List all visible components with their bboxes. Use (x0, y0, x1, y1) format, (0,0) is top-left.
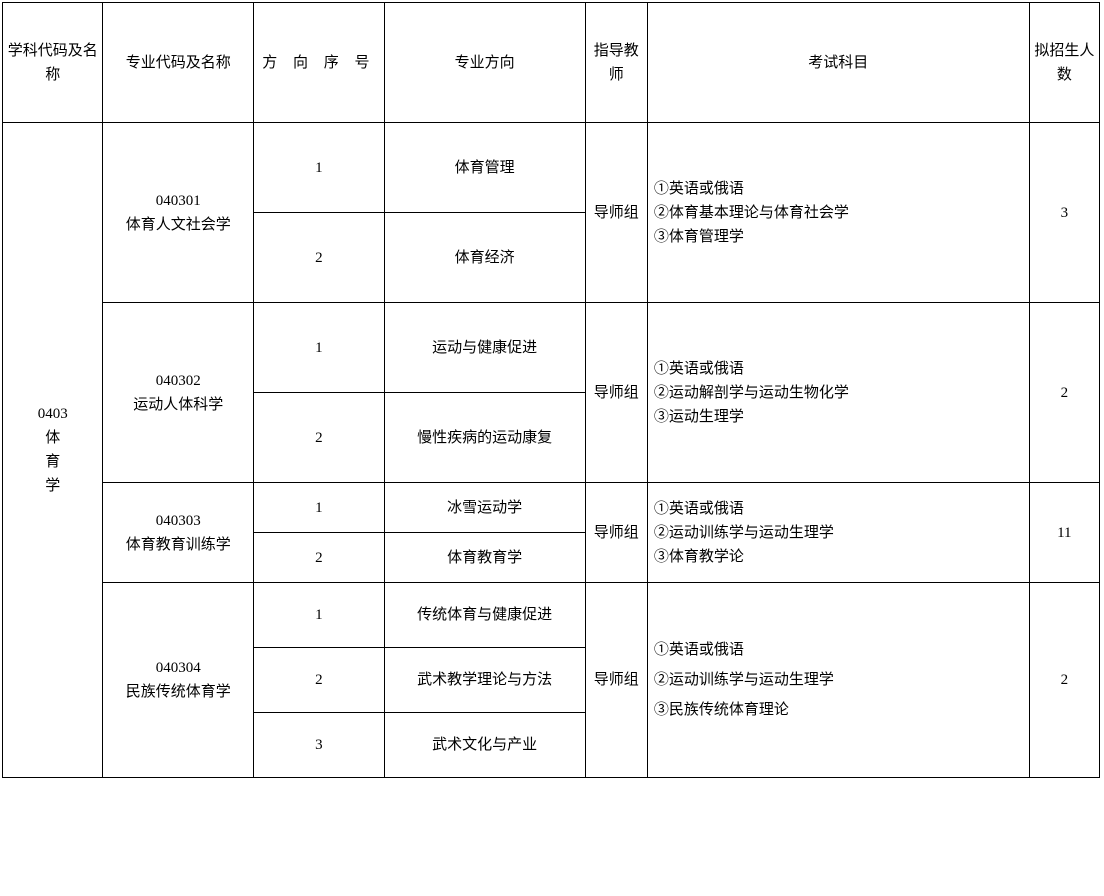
direction-cell: 体育经济 (384, 213, 585, 303)
header-seq: 方 向 序 号 (254, 3, 385, 123)
exam-line: ②体育基本理论与体育社会学 (654, 205, 849, 221)
teacher-cell: 导师组 (585, 303, 647, 483)
subject-name-1: 体 (45, 430, 60, 446)
quota-cell-1: 3 (1029, 123, 1099, 303)
direction-cell: 慢性疾病的运动康复 (384, 393, 585, 483)
quota-cell-2: 2 (1029, 303, 1099, 483)
exam-cell-1: ①英语或俄语 ②体育基本理论与体育社会学 ③体育管理学 (647, 123, 1029, 303)
header-teacher: 指导教师 (585, 3, 647, 123)
seq-cell: 2 (254, 648, 385, 713)
exam-line: ①英语或俄语 (654, 501, 744, 517)
exam-line: ②运动训练学与运动生理学 (654, 672, 834, 688)
catalog-table: 学科代码及名称 专业代码及名称 方 向 序 号 专业方向 指导教师 考试科目 拟… (2, 2, 1100, 778)
direction-cell: 冰雪运动学 (384, 483, 585, 533)
seq-cell: 1 (254, 303, 385, 393)
exam-cell-3: ①英语或俄语 ②运动训练学与运动生理学 ③体育教学论 (647, 483, 1029, 583)
header-direction: 专业方向 (384, 3, 585, 123)
direction-cell: 传统体育与健康促进 (384, 583, 585, 648)
direction-cell: 体育教育学 (384, 533, 585, 583)
teacher-cell: 导师组 (585, 483, 647, 583)
major-cell-2: 040302 运动人体科学 (103, 303, 254, 483)
subject-cell: 0403 体 育 学 (3, 123, 103, 778)
exam-line: ③体育管理学 (654, 229, 744, 245)
seq-cell: 1 (254, 583, 385, 648)
exam-cell-4: ①英语或俄语 ②运动训练学与运动生理学 ③民族传统体育理论 (647, 583, 1029, 778)
header-major: 专业代码及名称 (103, 3, 254, 123)
direction-cell: 武术教学理论与方法 (384, 648, 585, 713)
major-name-4: 民族传统体育学 (126, 684, 231, 700)
quota-cell-3: 11 (1029, 483, 1099, 583)
exam-line: ①英语或俄语 (654, 361, 744, 377)
teacher-cell: 导师组 (585, 123, 647, 303)
header-exam: 考试科目 (647, 3, 1029, 123)
exam-line: ③运动生理学 (654, 409, 744, 425)
table-header-row: 学科代码及名称 专业代码及名称 方 向 序 号 专业方向 指导教师 考试科目 拟… (3, 3, 1100, 123)
direction-cell: 运动与健康促进 (384, 303, 585, 393)
teacher-cell: 导师组 (585, 583, 647, 778)
subject-name-2: 育 (45, 454, 60, 470)
table-row: 040304 民族传统体育学 1 传统体育与健康促进 导师组 ①英语或俄语 ②运… (3, 583, 1100, 648)
major-name-3: 体育教育训练学 (126, 537, 231, 553)
major-cell-4: 040304 民族传统体育学 (103, 583, 254, 778)
major-cell-1: 040301 体育人文社会学 (103, 123, 254, 303)
header-quota: 拟招生人数 (1029, 3, 1099, 123)
direction-cell: 体育管理 (384, 123, 585, 213)
exam-line: ②运动训练学与运动生理学 (654, 525, 834, 541)
header-subject: 学科代码及名称 (3, 3, 103, 123)
major-name-1: 体育人文社会学 (126, 217, 231, 233)
subject-code: 0403 (38, 406, 68, 422)
seq-cell: 1 (254, 483, 385, 533)
table-row: 040303 体育教育训练学 1 冰雪运动学 导师组 ①英语或俄语 ②运动训练学… (3, 483, 1100, 533)
seq-cell: 3 (254, 713, 385, 778)
exam-line: ①英语或俄语 (654, 181, 744, 197)
major-code-3: 040303 (156, 513, 201, 529)
seq-cell: 1 (254, 123, 385, 213)
exam-cell-2: ①英语或俄语 ②运动解剖学与运动生物化学 ③运动生理学 (647, 303, 1029, 483)
major-code-4: 040304 (156, 660, 201, 676)
exam-line: ③民族传统体育理论 (654, 702, 789, 718)
major-name-2: 运动人体科学 (133, 397, 223, 413)
table-row: 040302 运动人体科学 1 运动与健康促进 导师组 ①英语或俄语 ②运动解剖… (3, 303, 1100, 393)
exam-line: ③体育教学论 (654, 549, 744, 565)
exam-line: ②运动解剖学与运动生物化学 (654, 385, 849, 401)
direction-cell: 武术文化与产业 (384, 713, 585, 778)
major-code-2: 040302 (156, 373, 201, 389)
table-row: 0403 体 育 学 040301 体育人文社会学 1 体育管理 导师组 ①英语… (3, 123, 1100, 213)
subject-name-3: 学 (45, 478, 60, 494)
seq-cell: 2 (254, 213, 385, 303)
major-cell-3: 040303 体育教育训练学 (103, 483, 254, 583)
seq-cell: 2 (254, 533, 385, 583)
seq-cell: 2 (254, 393, 385, 483)
exam-line: ①英语或俄语 (654, 642, 744, 658)
quota-cell-4: 2 (1029, 583, 1099, 778)
major-code-1: 040301 (156, 193, 201, 209)
